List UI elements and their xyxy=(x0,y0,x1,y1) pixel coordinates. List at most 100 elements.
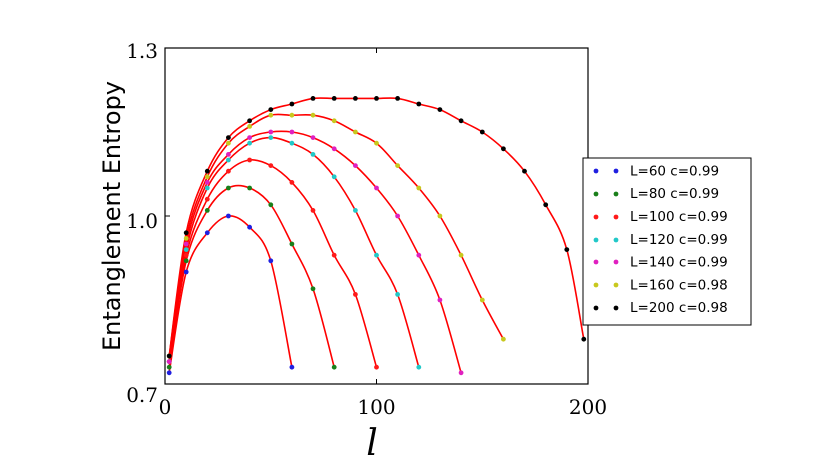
data-point xyxy=(395,96,400,101)
legend-markers xyxy=(593,168,619,311)
fit-curve xyxy=(168,97,585,357)
data-point xyxy=(247,224,253,230)
data-point xyxy=(247,140,253,146)
legend-box xyxy=(582,157,752,326)
fit-curve xyxy=(168,113,505,357)
data-point xyxy=(204,196,210,202)
data-point xyxy=(166,370,172,376)
legend-marker xyxy=(593,305,599,311)
data-point xyxy=(353,163,358,169)
data-point xyxy=(268,163,274,169)
data-point xyxy=(458,252,464,258)
legend-marker xyxy=(593,282,599,288)
data-point xyxy=(310,96,316,101)
data-point xyxy=(331,96,337,101)
data-point xyxy=(543,202,549,208)
data-point xyxy=(289,140,295,146)
data-point xyxy=(289,180,295,185)
data-point xyxy=(289,129,295,135)
data-point xyxy=(268,258,274,264)
data-point xyxy=(374,140,379,146)
data-point xyxy=(353,208,358,213)
data-point xyxy=(437,107,443,112)
data-point xyxy=(289,364,295,370)
data-point xyxy=(204,174,210,180)
data-points-group xyxy=(166,96,587,376)
data-point xyxy=(374,185,379,191)
data-point xyxy=(183,230,189,236)
data-point xyxy=(564,247,570,253)
legend-marker xyxy=(613,259,619,265)
data-point xyxy=(501,336,506,342)
data-point xyxy=(310,152,316,157)
data-point xyxy=(204,230,210,236)
data-point xyxy=(247,118,253,124)
legend-marker xyxy=(613,214,619,220)
data-point xyxy=(204,208,210,213)
x-axis-label: l xyxy=(366,423,378,464)
data-point xyxy=(395,213,400,219)
data-point xyxy=(289,241,295,247)
data-point xyxy=(310,208,316,213)
data-point xyxy=(226,185,231,191)
legend-marker xyxy=(593,259,599,265)
legend-label: L=80 c=0.99 xyxy=(630,186,719,202)
fit-curves-group xyxy=(168,97,585,374)
data-point xyxy=(166,353,172,359)
legend: L=60 c=0.99 L=80 c=0.99 L=100 c=0.99 L=1… xyxy=(582,157,752,326)
legend-label: L=120 c=0.99 xyxy=(630,232,728,248)
data-point xyxy=(183,241,189,247)
legend-marker xyxy=(613,282,619,288)
data-point xyxy=(183,247,189,253)
data-point xyxy=(247,157,253,163)
legend-marker xyxy=(613,191,619,197)
data-point xyxy=(374,364,379,370)
data-point xyxy=(226,213,231,219)
data-point xyxy=(268,129,274,135)
legend-marker xyxy=(593,168,599,174)
data-point xyxy=(522,168,527,174)
data-point xyxy=(416,185,422,191)
data-point xyxy=(268,112,274,118)
data-point xyxy=(331,174,337,180)
legend-marker xyxy=(593,191,599,197)
legend-marker xyxy=(593,237,599,243)
axis-ticks xyxy=(164,47,589,385)
data-point xyxy=(204,185,210,191)
legend-label: L=60 c=0.99 xyxy=(630,164,719,180)
legend-marker xyxy=(613,168,619,174)
data-point xyxy=(374,252,379,258)
data-point xyxy=(247,124,253,129)
data-point xyxy=(353,292,358,297)
data-point xyxy=(331,252,337,258)
legend-marker xyxy=(593,214,599,220)
legend-marker xyxy=(613,237,619,243)
data-point xyxy=(183,258,189,264)
data-point xyxy=(331,146,337,152)
data-point xyxy=(581,336,587,342)
data-point xyxy=(310,112,316,118)
legend-label: L=200 c=0.98 xyxy=(630,300,728,316)
x-tick-label: 200 xyxy=(569,395,607,419)
data-point xyxy=(247,135,253,141)
data-point xyxy=(437,213,443,219)
data-point xyxy=(331,118,337,124)
data-point xyxy=(268,135,274,141)
data-point xyxy=(183,269,189,275)
y-axis-label: Entanglement Entropy xyxy=(98,81,126,351)
data-point xyxy=(166,364,172,370)
legend-label: L=100 c=0.99 xyxy=(630,209,728,225)
y-tick-label: 0.7 xyxy=(126,383,158,407)
data-point xyxy=(437,297,443,303)
data-point xyxy=(353,129,358,135)
data-point xyxy=(268,202,274,208)
data-point xyxy=(310,135,316,141)
data-point xyxy=(458,118,464,124)
data-point xyxy=(183,236,189,241)
data-point xyxy=(416,101,422,107)
data-point xyxy=(331,364,337,370)
data-point xyxy=(416,252,422,258)
data-point xyxy=(458,370,464,376)
y-tick-label: 1.3 xyxy=(126,39,158,63)
x-tick-label: 100 xyxy=(357,395,395,419)
